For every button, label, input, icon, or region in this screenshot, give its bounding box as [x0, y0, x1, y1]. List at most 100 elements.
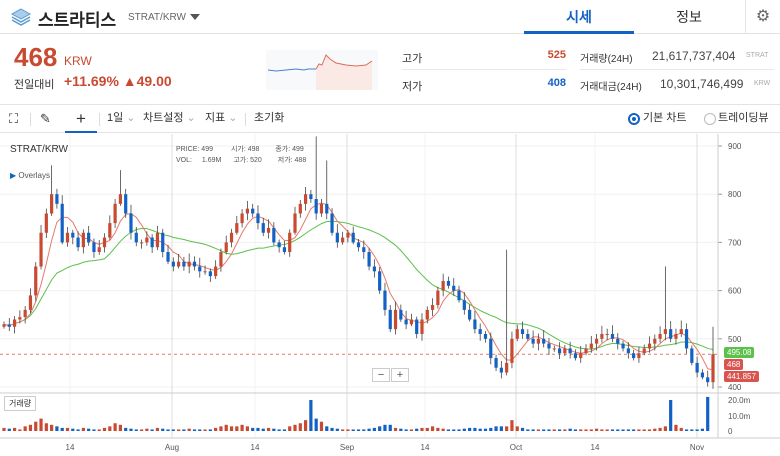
candle-body [219, 252, 223, 267]
volume-bar [7, 428, 11, 431]
candle-body [256, 213, 260, 224]
candle-body [282, 247, 287, 253]
chart-canvas[interactable]: 900 800 700 600 500 400 14 Aug 14 Sep 14 Oct 14 Nov 20… [0, 134, 780, 456]
volume-bar [87, 428, 91, 431]
reset-button[interactable]: 초기화 [254, 112, 285, 124]
overlays-toggle[interactable]: ▶ Overlays [10, 171, 50, 180]
volume-tick-label: 0 [728, 427, 733, 436]
candle-body [557, 348, 562, 354]
candle-body [378, 271, 382, 291]
volume-bar [113, 423, 117, 431]
volume-bar [219, 426, 223, 431]
candle-body [23, 309, 27, 318]
volume-bar [700, 428, 705, 431]
candle-body [134, 232, 138, 243]
volume-bar [409, 429, 414, 431]
volume-bar [637, 429, 641, 431]
volume-24h-label: 거래량(24H) [580, 54, 633, 65]
volume-bar [378, 426, 382, 431]
low-value: 408 [547, 77, 566, 89]
candle-body [647, 343, 652, 349]
candle-body [161, 232, 165, 253]
volume-bar [542, 429, 546, 431]
candle-body [510, 338, 514, 363]
volume-bar [462, 428, 466, 431]
crosshair-icon[interactable]: + [65, 105, 97, 133]
y-tick-label: 800 [728, 190, 742, 199]
volume-bar [547, 429, 551, 431]
gear-icon[interactable]: ⚙ [745, 0, 780, 34]
amount-unit: KRW [754, 80, 771, 87]
volume-bar [266, 427, 271, 431]
tradingview-radio[interactable] [704, 113, 716, 125]
candle-body [187, 261, 191, 267]
volume-bar [187, 428, 191, 431]
candle-body [515, 329, 519, 339]
volume-bar [388, 424, 392, 431]
volume-bar [684, 429, 689, 431]
basic-chart-radio[interactable] [628, 113, 640, 125]
x-tick-label: 14 [421, 443, 430, 452]
x-tick-label: Aug [165, 443, 179, 452]
candle-body [288, 232, 292, 253]
candle-body [298, 203, 302, 214]
tradingview-label[interactable]: 트레이딩뷰 [718, 112, 769, 124]
volume-bar [430, 426, 435, 431]
low-label: 저가 [402, 81, 423, 93]
fullscreen-icon[interactable]: ⛶ [9, 111, 19, 126]
volume-bar [92, 429, 96, 431]
candle-body [415, 319, 419, 334]
volume-bar [97, 429, 101, 431]
x-tick-label: 14 [591, 443, 600, 452]
volume-bar [489, 427, 493, 431]
volume-bar [277, 429, 281, 431]
candlestick-chart[interactable]: 900 800 700 600 500 400 14 Aug 14 Sep 14 Oct 14 Nov 20… [0, 134, 780, 456]
candle-body [526, 333, 530, 339]
candle-body [711, 354, 715, 383]
volume-bar [589, 429, 593, 431]
volume-bar [229, 426, 234, 431]
volume-bar [573, 429, 578, 431]
volume-bar [298, 423, 302, 431]
candle-body [441, 280, 445, 291]
y-tick-label: 900 [728, 142, 742, 151]
candle-body [139, 242, 144, 244]
zoom-in-button[interactable]: + [391, 368, 409, 382]
candle-body [245, 208, 249, 214]
x-tick-label: 14 [251, 443, 260, 452]
candle-body [182, 261, 186, 267]
change-pct: +11.69% [64, 73, 119, 89]
volume-bar [251, 427, 255, 431]
tab-info[interactable]: 정보 [676, 9, 702, 25]
indicators-menu[interactable]: 지표 ⌄ [205, 112, 238, 124]
volume-bar [319, 421, 324, 431]
x-tick-label: Oct [510, 443, 523, 452]
volume-bar [669, 400, 673, 431]
coin-dropdown-icon[interactable] [190, 14, 200, 20]
candle-body [272, 227, 276, 243]
volume-bar [510, 420, 514, 431]
volume-bar [706, 396, 710, 431]
candle-body [34, 266, 38, 296]
candle-body [383, 290, 387, 310]
pencil-icon[interactable]: ✎ [40, 111, 51, 126]
volume-bar [325, 426, 329, 431]
volume-bar [171, 429, 175, 431]
volume-bar [610, 429, 615, 431]
chart-symbol: STRAT/KRW [10, 144, 68, 155]
candle-body [695, 362, 699, 373]
basic-chart-label[interactable]: 기본 차트 [643, 112, 687, 124]
volume-bar [362, 429, 366, 431]
chart-settings-menu[interactable]: 차트설정 ⌄ [143, 112, 196, 124]
tab-price[interactable]: 시세 [524, 0, 634, 34]
volume-bar [399, 428, 403, 431]
interval-select[interactable]: 1일 ⌄ [107, 112, 136, 124]
zoom-out-button[interactable]: − [372, 368, 390, 382]
candle-body [505, 362, 509, 373]
candle-body [499, 367, 503, 373]
candle-body [542, 338, 546, 344]
chart-toolbar: ⛶ ✎ + 1일 ⌄ 차트설정 ⌄ 지표 ⌄ 초기화 기본 차트 트레이딩뷰 [0, 104, 780, 133]
candle-body [118, 194, 123, 204]
volume-bar [658, 427, 662, 431]
volume-bar [436, 427, 440, 431]
